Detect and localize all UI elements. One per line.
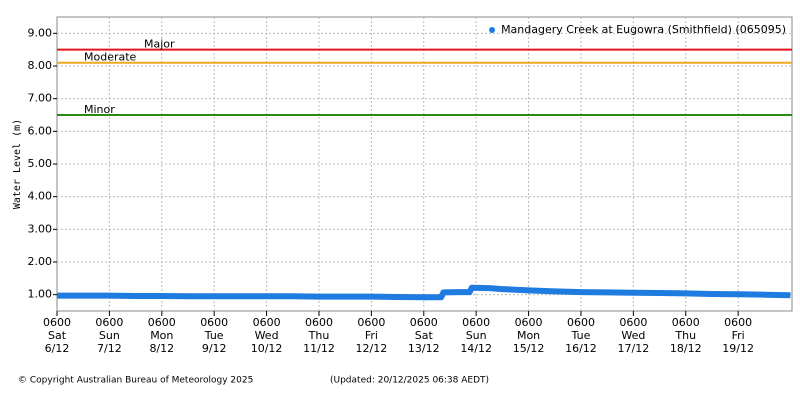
y-tick-label: 9.00 [28, 26, 53, 39]
x-tick-label: 0600 Sat 13/12 [408, 316, 440, 355]
x-tick-label: 0600 Sat 6/12 [43, 316, 71, 355]
copyright: © Copyright Australian Bureau of Meteoro… [18, 376, 253, 386]
x-tick-label: 0600 Thu 18/12 [670, 316, 702, 355]
y-tick-label: 8.00 [28, 59, 53, 72]
threshold-label: Moderate [84, 51, 137, 64]
x-tick-label: 0600 Thu 11/12 [303, 316, 335, 355]
series-line [57, 284, 791, 301]
legend-marker [489, 27, 496, 33]
x-tick-label: 0600 Wed 17/12 [618, 316, 650, 355]
y-tick-label: 5.00 [28, 157, 53, 170]
x-tick-label: 0600 Wed 10/12 [251, 316, 283, 355]
y-tick-label: 1.00 [28, 288, 53, 301]
threshold-label: Major [144, 38, 175, 51]
x-tick-label: 0600 Sun 14/12 [460, 316, 492, 355]
x-tick-label: 0600 Tue 9/12 [200, 316, 228, 355]
x-tick-label: 0600 Fri 12/12 [356, 316, 388, 355]
x-tick-label: 0600 Tue 16/12 [565, 316, 597, 355]
y-tick-label: 2.00 [28, 255, 53, 268]
x-tick-label: 0600 Mon 15/12 [513, 316, 545, 355]
y-tick-label: 6.00 [28, 124, 53, 137]
threshold-label: Minor [84, 103, 115, 116]
x-tick-label: 0600 Sun 7/12 [95, 316, 123, 355]
y-tick-label: 3.00 [28, 222, 53, 235]
x-tick-label: 0600 Mon 8/12 [148, 316, 176, 355]
legend-label: Mandagery Creek at Eugowra (Smithfield) … [501, 23, 786, 36]
y-tick-label: 7.00 [28, 92, 53, 105]
y-tick-label: 4.00 [28, 190, 53, 203]
x-tick-label: 0600 Fri 19/12 [722, 316, 754, 355]
updated: (Updated: 20/12/2025 06:38 AEDT) [330, 376, 489, 386]
y-axis-label: Water Level (m) [12, 119, 23, 209]
